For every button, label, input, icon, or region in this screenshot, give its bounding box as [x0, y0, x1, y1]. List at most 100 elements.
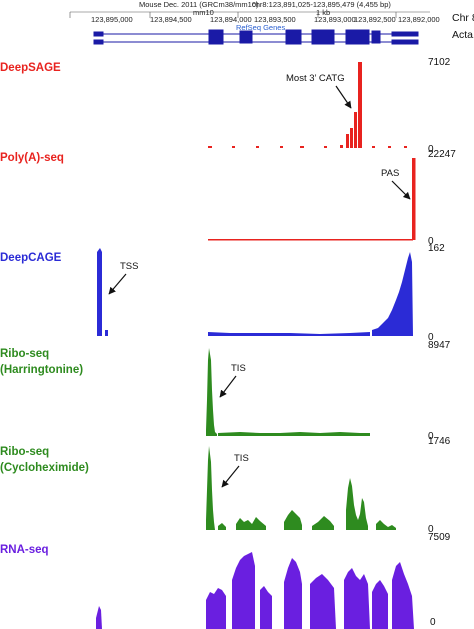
- annotation-pas: PAS: [381, 168, 399, 179]
- scale-min-deepsage: 0: [428, 144, 434, 155]
- signal-baseline: [208, 332, 370, 336]
- signal-peak: [96, 606, 102, 629]
- scale-max-deepsage: 7102: [428, 57, 451, 68]
- signal-bar: [232, 146, 235, 148]
- signal-peak: [206, 348, 217, 436]
- annotation-most-3-catg: Most 3’ CATG: [286, 73, 345, 84]
- track-label-rnaseq: RNA-seq: [0, 544, 49, 556]
- signal-bar: [354, 112, 357, 148]
- track-label-polya: Poly(A)-seq: [0, 152, 64, 164]
- signal-tracks: [96, 62, 416, 629]
- signal-bar: [340, 145, 343, 148]
- exon: [285, 29, 302, 45]
- exon: [239, 30, 253, 44]
- signal-bar: [346, 134, 349, 148]
- signal-rnaseq: [96, 552, 414, 629]
- annotation-tis-cycloheximide: TIS: [234, 453, 249, 464]
- refseq-label: RefSeq Genes: [236, 23, 285, 32]
- coord-label: 123,892,000: [398, 15, 440, 24]
- signal-bar: [358, 62, 362, 148]
- signal-bar: [256, 146, 259, 148]
- signal-peak: [232, 552, 255, 629]
- track-sublabel-ribo-cycloheximide: (Cycloheximide): [0, 462, 89, 474]
- annotation-tss: TSS: [120, 261, 138, 272]
- track-label-ribo-cycloheximide: Ribo-seq: [0, 446, 49, 458]
- track-label-deepsage: DeepSAGE: [0, 62, 61, 74]
- signal-peak: [218, 523, 226, 530]
- arrow-tss: [108, 273, 127, 295]
- signal-ribo-harringtonine: [206, 348, 370, 436]
- exon: [391, 31, 419, 37]
- coord-label: 123,894,500: [150, 15, 192, 24]
- signal-peak: [344, 568, 370, 629]
- arrow-tis-cycloheximide: [221, 465, 240, 488]
- scale-min-ribo-harringtonine: 0: [428, 431, 434, 442]
- signal-peak: [206, 446, 215, 530]
- scale-label: 1 kb: [316, 8, 330, 17]
- signal-peak: [372, 580, 388, 629]
- signal-peak: [284, 558, 302, 629]
- browser-header: Mouse Dec. 2011 (GRCm38/mm10) chr8:123,8…: [69, 0, 474, 41]
- signal-baseline: [218, 432, 370, 436]
- signal-bar: [388, 146, 391, 148]
- track-label-ribo-harringtonine: Ribo-seq: [0, 348, 49, 360]
- exon: [391, 39, 419, 45]
- signal-bar: [208, 146, 212, 148]
- scale-min-polya: 0: [428, 236, 434, 247]
- signal-baseline: [208, 239, 413, 241]
- annotation-tis-harringtonine: TIS: [231, 363, 246, 374]
- track-labels: DeepSAGE Poly(A)-seq DeepCAGE Ribo-seq (…: [0, 62, 89, 556]
- signal-bar: [300, 146, 304, 148]
- signal-peak: [376, 520, 396, 530]
- signal-peak: [105, 330, 108, 336]
- position-label: chr8:123,891,025-123,895,479 (4,455 bp): [252, 0, 391, 9]
- signal-polya: [208, 158, 416, 241]
- track-label-deepcage: DeepCAGE: [0, 252, 62, 264]
- arrow-tis-harringtonine: [219, 375, 237, 398]
- signal-peak: [260, 586, 272, 629]
- signal-bar: [404, 146, 407, 148]
- exon: [345, 29, 370, 45]
- scale-min-deepcage: 0: [428, 332, 434, 343]
- signal-bar: [324, 146, 327, 148]
- signal-bar: [350, 128, 353, 148]
- scale-max-polya: 22247: [428, 149, 456, 160]
- scale-max-deepcage: 162: [428, 243, 445, 254]
- exon: [208, 29, 224, 45]
- exon: [93, 39, 104, 45]
- scale-min-ribo-cycloheximide: 0: [428, 524, 434, 535]
- signal-peak: [97, 248, 102, 336]
- scale-max-rnaseq: 7509: [428, 532, 451, 543]
- exon: [93, 31, 104, 37]
- arrow-pas: [391, 180, 411, 200]
- signal-bar: [372, 146, 375, 148]
- signal-peak: [236, 517, 266, 530]
- assembly-label: Mouse Dec. 2011 (GRCm38/mm10): [139, 0, 259, 9]
- signal-peak: [284, 510, 302, 530]
- mm10-label: mm10: [193, 8, 214, 17]
- signal-peak: [346, 478, 368, 530]
- chrom-label: Chr 8: [452, 12, 474, 24]
- scale-min-rnaseq: 0: [430, 617, 436, 628]
- arrow-most-3-catg: [335, 85, 352, 109]
- coord-label: 123,893,000: [314, 15, 356, 24]
- coord-label: 123,895,000: [91, 15, 133, 24]
- annotations: Most 3’ CATG PAS TSS TIS TIS: [108, 73, 411, 488]
- coord-label: 123,893,500: [254, 15, 296, 24]
- signal-ribo-cycloheximide: [206, 446, 396, 530]
- coord-label: 123,894,000: [210, 15, 252, 24]
- signal-peak: [312, 516, 334, 530]
- signal-deepcage: [97, 248, 413, 336]
- signal-bar: [412, 158, 416, 240]
- signal-bar: [280, 146, 283, 148]
- coord-label: 123,892,500: [354, 15, 396, 24]
- track-sublabel-ribo-harringtonine: (Harringtonine): [0, 364, 83, 376]
- scale-max-ribo-cycloheximide: 1746: [428, 436, 451, 447]
- signal-peak: [392, 562, 414, 629]
- signal-peak: [310, 574, 336, 629]
- track-scales: 7102 0 22247 0 162 0 8947 0 1746 0 7509 …: [428, 57, 456, 628]
- signal-peak: [372, 252, 413, 336]
- exon: [311, 29, 335, 45]
- scale-max-ribo-harringtonine: 8947: [428, 340, 451, 351]
